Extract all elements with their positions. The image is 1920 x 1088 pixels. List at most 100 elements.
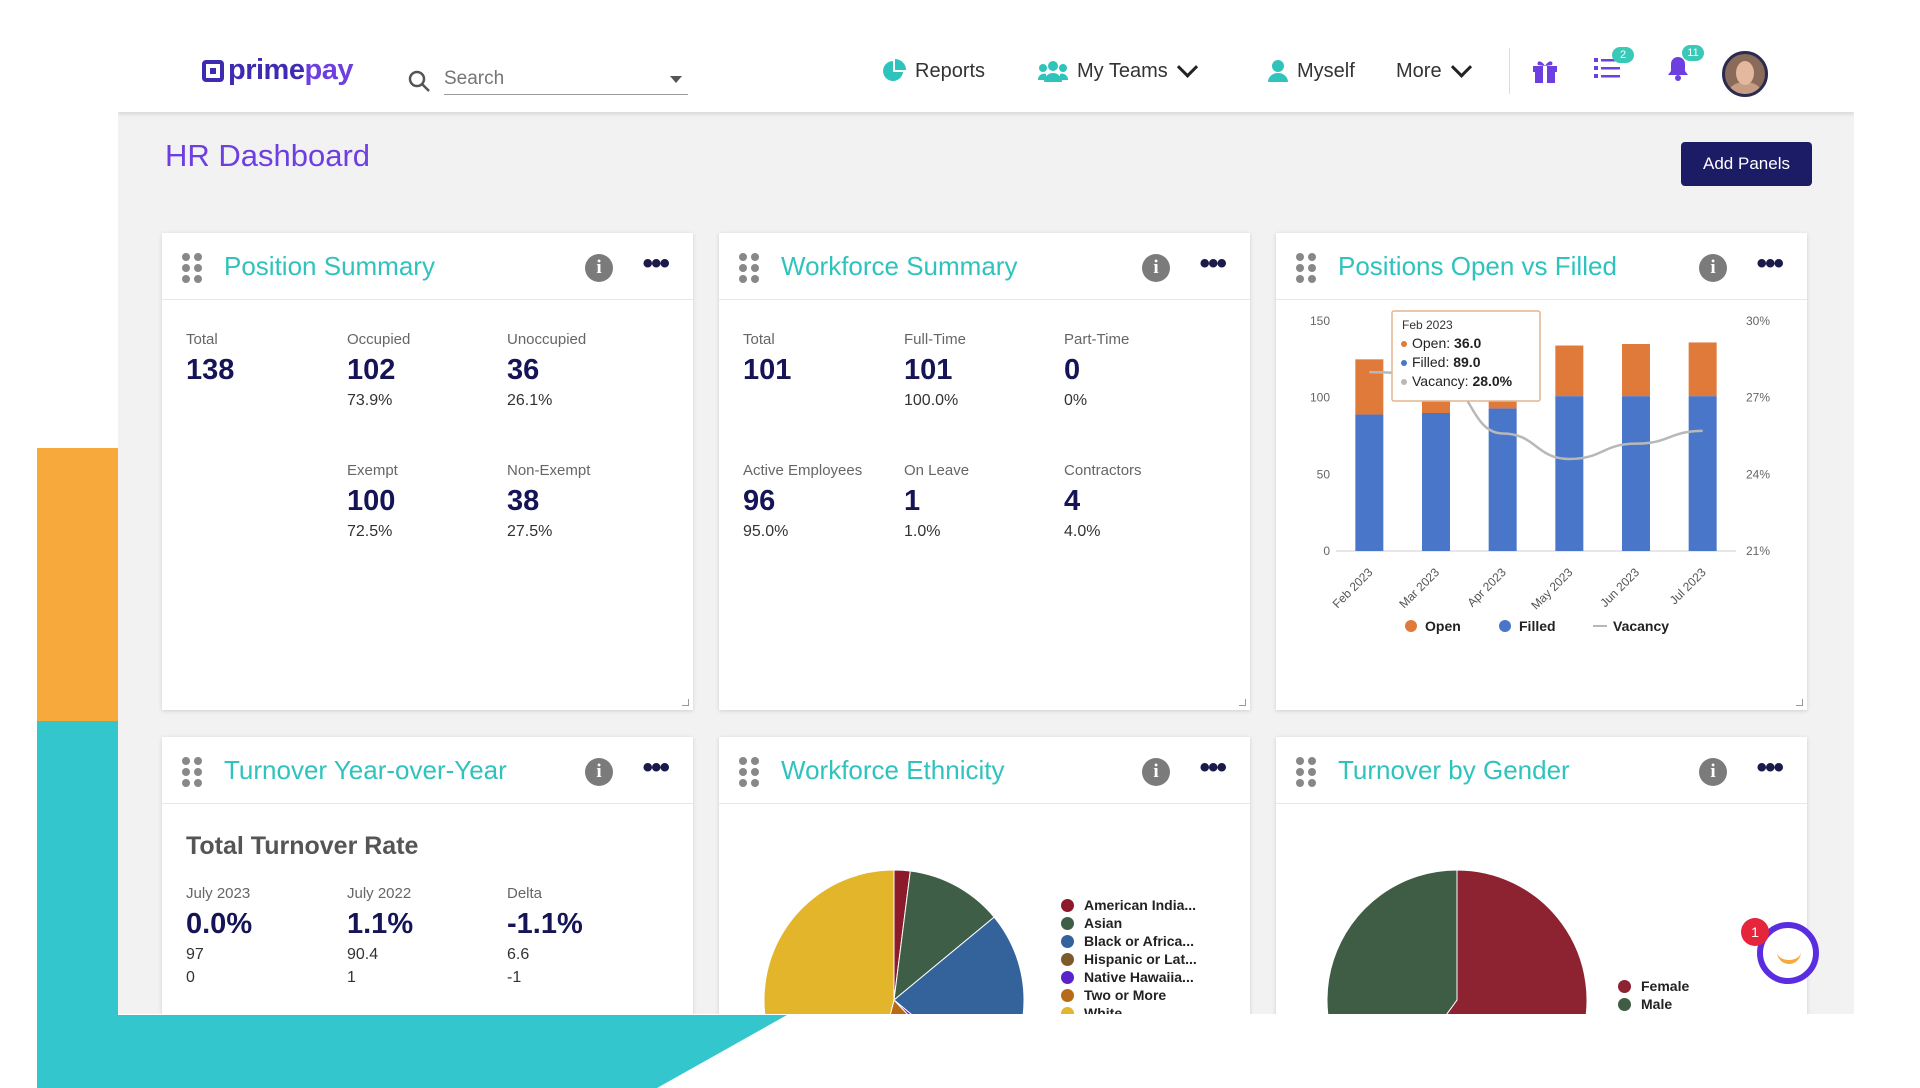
- drag-handle-icon[interactable]: [739, 757, 763, 787]
- notifications-button[interactable]: 11: [1666, 30, 1704, 112]
- info-icon[interactable]: i: [1699, 254, 1727, 282]
- tooltip-open: Open: 36.0: [1412, 335, 1481, 351]
- resize-handle[interactable]: [1796, 699, 1803, 706]
- stat-total: Total 101: [743, 331, 792, 386]
- panel-header: Turnover Year-over-Year i •••: [162, 737, 693, 804]
- legend-swatch: [1618, 979, 1631, 993]
- drag-handle-icon[interactable]: [182, 757, 206, 787]
- drag-handle-icon[interactable]: [182, 253, 206, 283]
- pie-chart-icon: [883, 59, 906, 81]
- nav-myself[interactable]: Myself: [1268, 30, 1355, 112]
- pie-slice: [1326, 869, 1458, 1014]
- ethnicity-pie-chart[interactable]: [759, 865, 1029, 1014]
- top-nav-bar: primepay Reports My Teams Myself More: [118, 30, 1854, 112]
- positions-bar-chart[interactable]: 0 50 100 150 21% 24% 27% 30% Feb 2023 Mar 2023 Apr…: [1276, 299, 1807, 703]
- stat-july-2023: July 2023 0.0% 97 0: [186, 885, 253, 986]
- y2-tick-label: 30%: [1746, 314, 1770, 328]
- more-icon[interactable]: •••: [1756, 751, 1783, 784]
- pie-slice: [893, 916, 1025, 1014]
- page-title: HR Dashboard: [165, 138, 371, 173]
- nav-more[interactable]: More: [1396, 30, 1472, 112]
- gender-pie-chart[interactable]: [1322, 865, 1592, 1014]
- gift-button[interactable]: [1532, 30, 1558, 112]
- drag-handle-icon[interactable]: [1296, 757, 1320, 787]
- turnover-yoy-panel: Turnover Year-over-Year i ••• Total Turn…: [162, 737, 693, 1014]
- panel-header: Position Summary i •••: [162, 233, 693, 300]
- legend-swatch: [1061, 916, 1074, 930]
- drag-handle-icon[interactable]: [1296, 253, 1320, 283]
- panel-title: Position Summary: [224, 251, 435, 281]
- legend-item[interactable]: White: [1061, 1005, 1197, 1014]
- more-icon[interactable]: •••: [642, 751, 669, 784]
- legend-item[interactable]: Two or More: [1061, 987, 1197, 1003]
- workforce-ethnicity-panel: Workforce Ethnicity i ••• American India…: [719, 737, 1250, 1014]
- stat-nonexempt: Non-Exempt 38 27.5%: [507, 462, 591, 540]
- primepay-logo[interactable]: primepay: [202, 54, 353, 87]
- help-badge: 1: [1741, 918, 1769, 946]
- nav-more-label: More: [1396, 59, 1442, 82]
- legend-item[interactable]: Asian: [1061, 915, 1197, 931]
- drag-handle-icon[interactable]: [739, 253, 763, 283]
- search-dropdown-icon[interactable]: [670, 76, 682, 83]
- pie-slice: [889, 998, 908, 1014]
- stat-occupied: Occupied 102 73.9%: [347, 331, 411, 409]
- svg-text:Open: Open: [1425, 618, 1461, 634]
- panel-header: Workforce Ethnicity i •••: [719, 737, 1250, 804]
- nav-reports-label: Reports: [915, 59, 986, 82]
- help-icon: [1777, 948, 1801, 964]
- info-icon[interactable]: i: [1142, 758, 1170, 786]
- legend-swatch: [1061, 952, 1074, 966]
- x-tick-label: Mar 2023: [1396, 565, 1442, 611]
- legend-swatch: [1061, 934, 1074, 948]
- bar-filled: [1622, 396, 1650, 551]
- bar-filled: [1488, 408, 1517, 551]
- legend-swatch: [1061, 970, 1074, 984]
- nav-my-teams[interactable]: My Teams: [1038, 30, 1198, 112]
- legend-item[interactable]: Hispanic or Lat...: [1061, 951, 1197, 967]
- legend-swatch: [1618, 997, 1631, 1011]
- y2-tick-label: 27%: [1746, 391, 1770, 405]
- resize-handle[interactable]: [682, 699, 689, 706]
- logo-mark-icon: [202, 59, 224, 82]
- stat-contractors: Contractors 4 4.0%: [1064, 462, 1142, 540]
- info-icon[interactable]: i: [1142, 254, 1170, 282]
- x-tick-label: Apr 2023: [1464, 565, 1509, 610]
- legend-label: Male: [1641, 996, 1673, 1012]
- info-icon[interactable]: i: [585, 254, 613, 282]
- tooltip-vacancy: Vacancy: 28.0%: [1412, 373, 1513, 389]
- legend-item-vacancy: Vacancy: [1593, 618, 1669, 634]
- legend-item[interactable]: Male: [1618, 996, 1689, 1012]
- add-panels-button[interactable]: Add Panels: [1681, 142, 1812, 186]
- y-tick-label: 100: [1310, 391, 1330, 405]
- search-input[interactable]: [444, 66, 688, 95]
- more-icon[interactable]: •••: [1756, 247, 1783, 280]
- x-tick-label: May 2023: [1528, 565, 1575, 612]
- user-avatar[interactable]: [1722, 51, 1768, 97]
- tasks-count-badge: 2: [1612, 47, 1634, 63]
- search-icon[interactable]: [408, 70, 430, 92]
- legend-item[interactable]: American India...: [1061, 897, 1197, 913]
- more-icon[interactable]: •••: [1199, 247, 1226, 280]
- panel-title: Positions Open vs Filled: [1338, 251, 1617, 281]
- y2-tick-label: 21%: [1746, 544, 1770, 558]
- resize-handle[interactable]: [1239, 699, 1246, 706]
- pie-slice: [893, 870, 995, 1002]
- legend-item[interactable]: Native Hawaiia...: [1061, 969, 1197, 985]
- panel-header: Turnover by Gender i •••: [1276, 737, 1807, 804]
- legend-label: Female: [1641, 978, 1690, 994]
- gender-legend: Female Male: [1618, 978, 1689, 1014]
- stat-exempt: Exempt 100 72.5%: [347, 462, 398, 540]
- legend-item[interactable]: Female: [1618, 978, 1689, 994]
- legend-label: Asian: [1084, 915, 1123, 931]
- more-icon[interactable]: •••: [642, 247, 669, 280]
- person-icon: [1268, 60, 1288, 82]
- nav-reports[interactable]: Reports: [882, 30, 985, 112]
- more-icon[interactable]: •••: [1199, 751, 1226, 784]
- panel-title: Workforce Summary: [781, 251, 1018, 281]
- info-icon[interactable]: i: [1699, 758, 1727, 786]
- legend-item[interactable]: Black or Africa...: [1061, 933, 1197, 949]
- ethnicity-legend: American India... Asian Black or Africa...…: [1061, 897, 1197, 1014]
- legend-label: Black or Africa...: [1084, 933, 1194, 949]
- tasks-button[interactable]: 2: [1594, 30, 1634, 112]
- info-icon[interactable]: i: [585, 758, 613, 786]
